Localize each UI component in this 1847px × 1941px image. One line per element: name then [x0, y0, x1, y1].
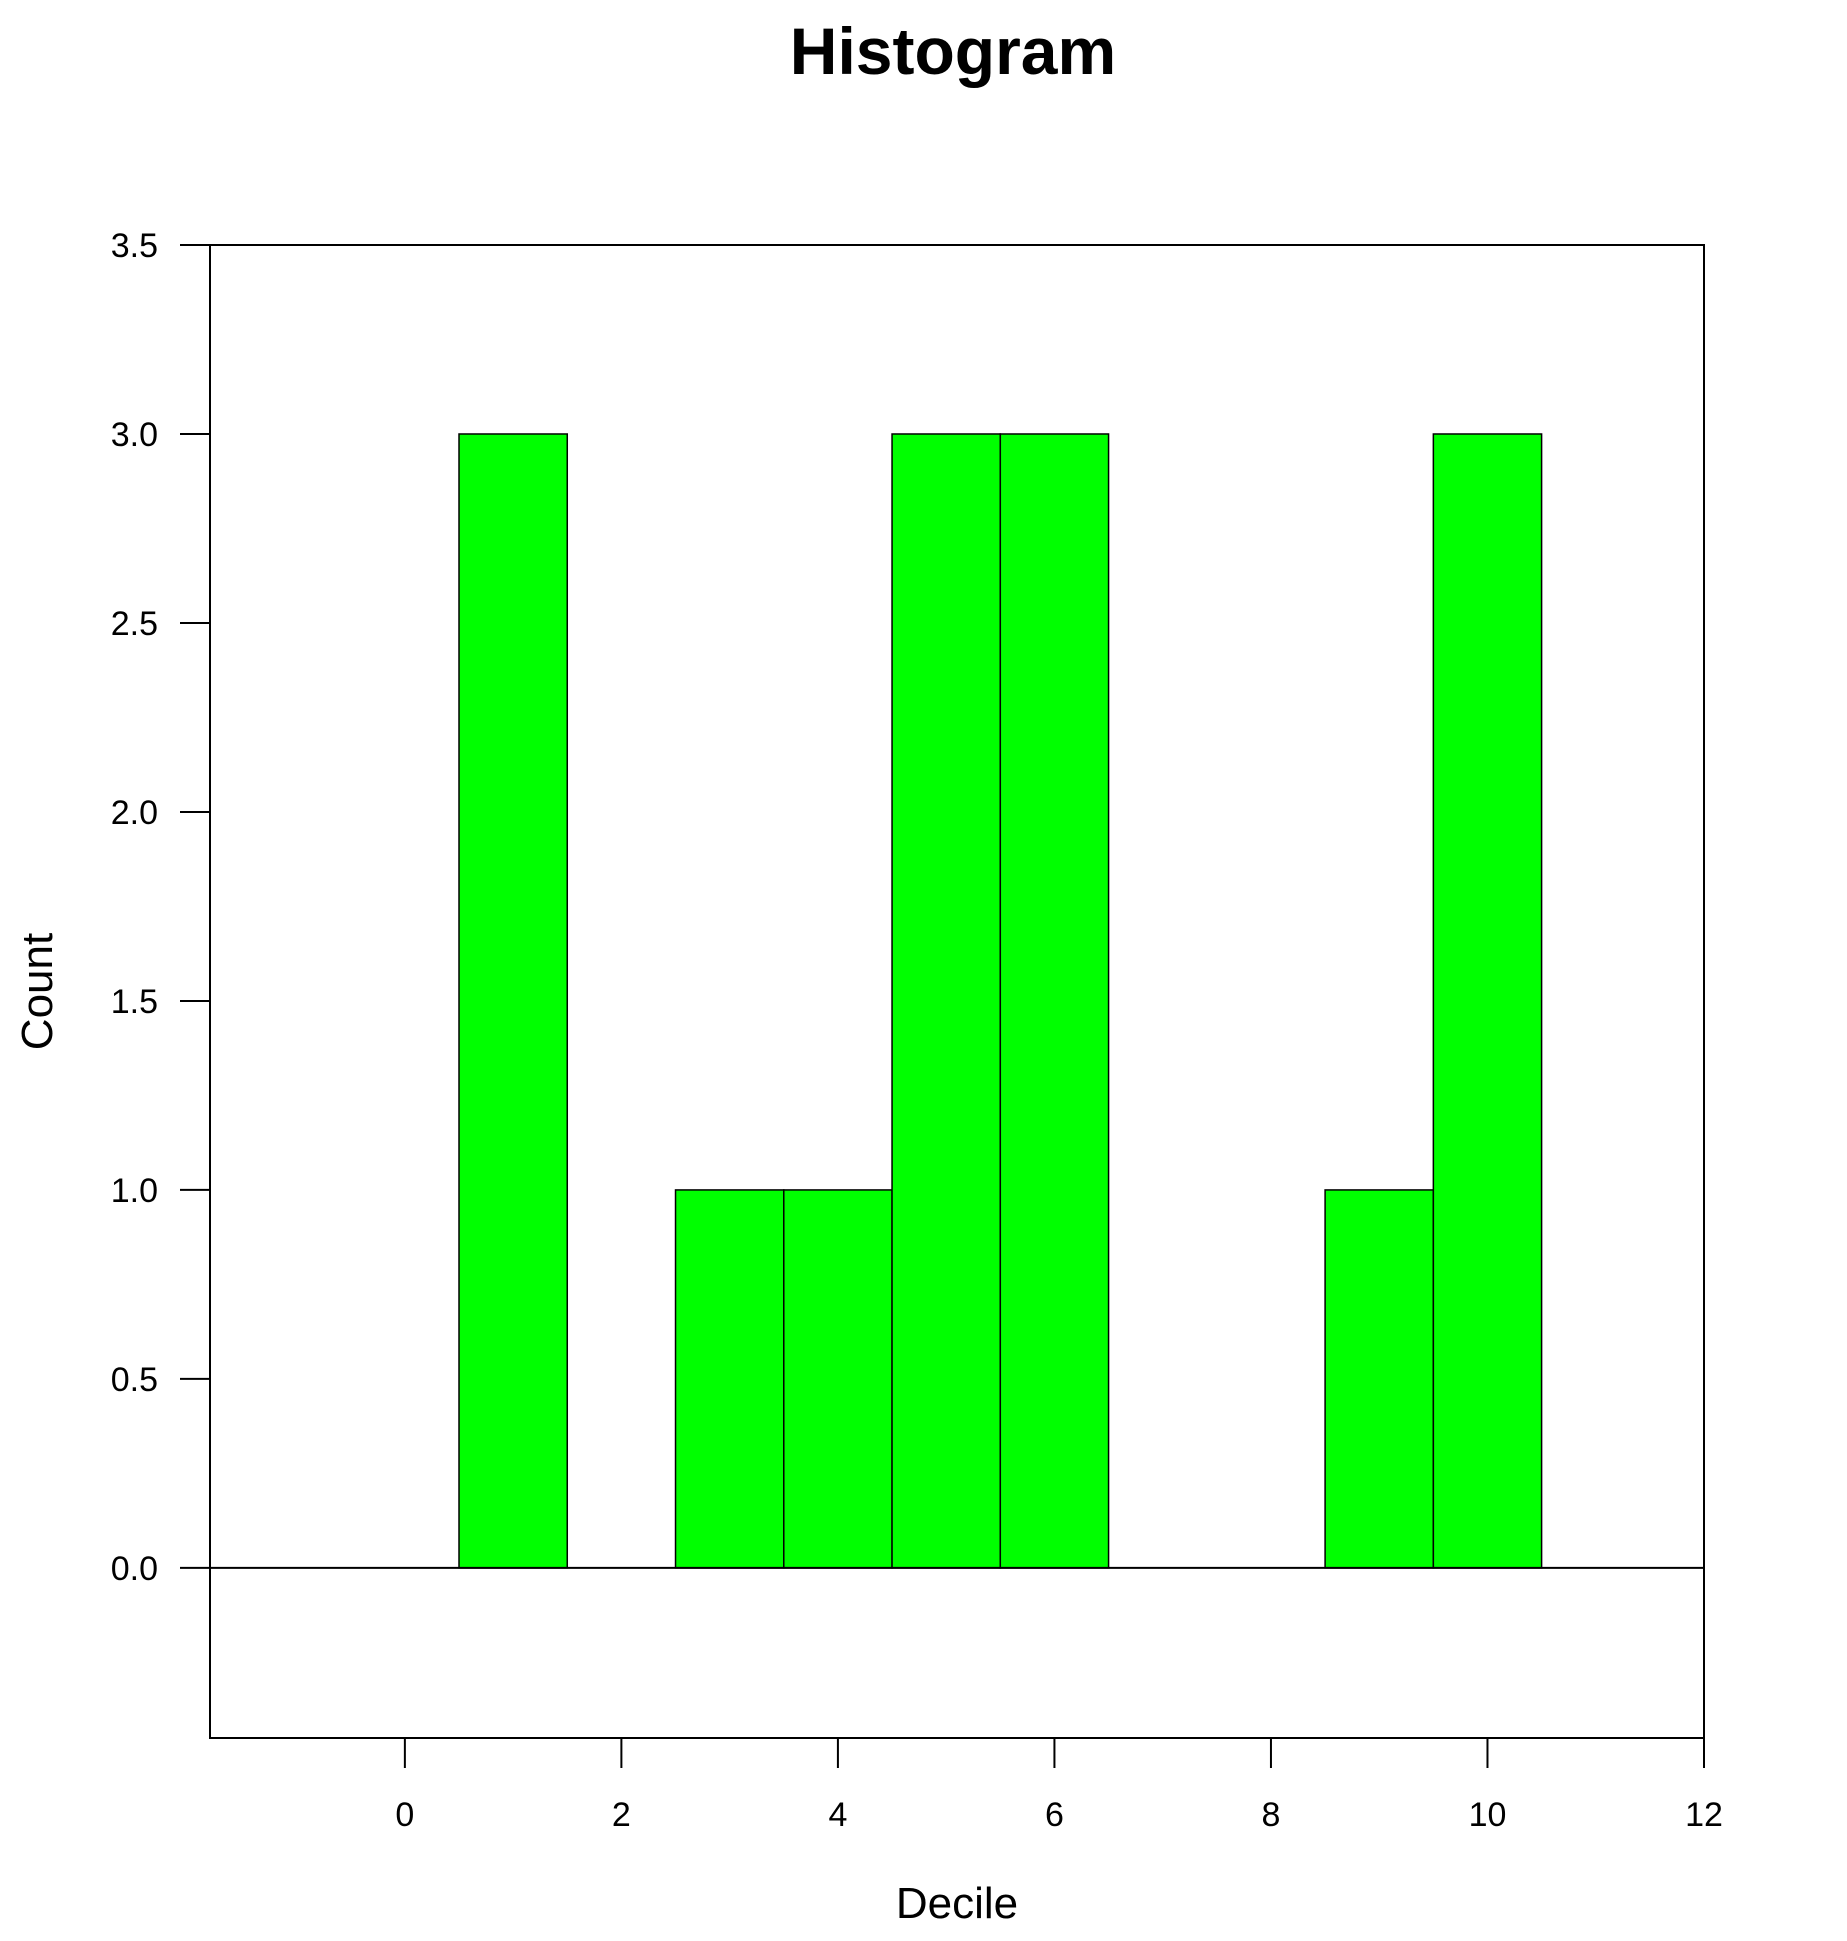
bar-decile-9	[1324, 1189, 1435, 1569]
x-axis-label: Decile	[896, 1879, 1018, 1928]
x-tick-label: 4	[828, 1796, 847, 1834]
bar-decile-3	[674, 1189, 785, 1569]
x-tick-label: 10	[1469, 1796, 1507, 1834]
y-tick-label: 1.5	[111, 983, 158, 1021]
chart-title: Histogram	[790, 14, 1116, 88]
y-tick-label: 0.0	[111, 1550, 158, 1588]
y-tick-label: 1.0	[111, 1172, 158, 1210]
x-axis: 0 2 4 6 8 10 12	[395, 1738, 1723, 1834]
y-tick-label: 3.0	[111, 416, 158, 454]
bar-decile-6	[999, 433, 1110, 1569]
x-tick-label: 6	[1045, 1796, 1064, 1834]
x-tick-label: 0	[395, 1796, 414, 1834]
bars-layer	[458, 433, 1543, 1569]
y-tick-label: 2.0	[111, 794, 158, 832]
bar-decile-1	[458, 433, 569, 1569]
y-axis: 0.0 0.5 1.0 1.5 2.0 2.5 3.0 3.5	[111, 227, 210, 1588]
bar-decile-4	[783, 1189, 893, 1569]
y-tick-label: 2.5	[111, 605, 158, 643]
bar-decile-5	[891, 433, 1002, 1569]
x-tick-label: 2	[612, 1796, 631, 1834]
bar-decile-10	[1432, 433, 1543, 1569]
x-tick-label: 8	[1261, 1796, 1280, 1834]
plot-frame	[209, 244, 1705, 1739]
x-tick-label: 12	[1685, 1796, 1723, 1834]
y-axis-label: Count	[13, 933, 62, 1050]
y-tick-label: 0.5	[111, 1361, 158, 1399]
y-tick-label: 3.5	[111, 227, 158, 265]
